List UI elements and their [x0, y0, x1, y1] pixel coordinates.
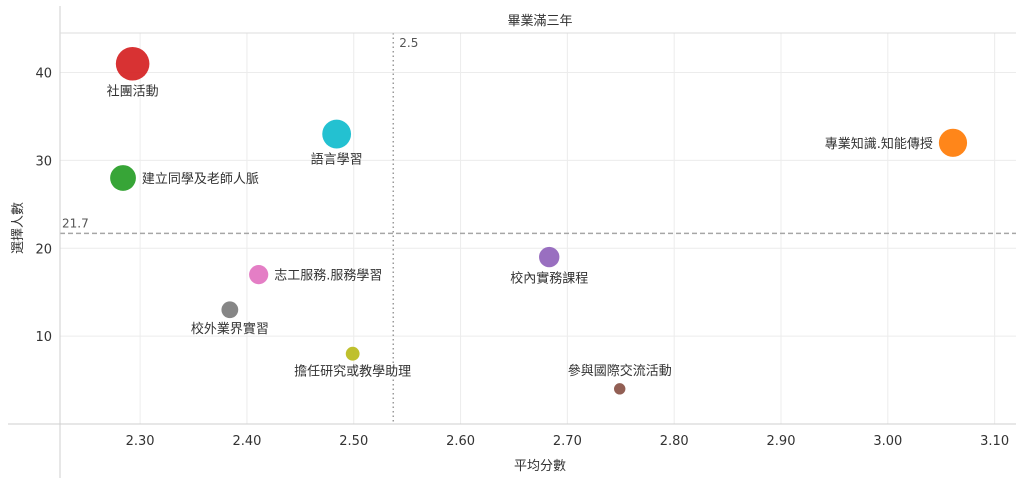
chart-title: 畢業滿三年	[507, 13, 572, 29]
point-label: 語言學習	[311, 151, 363, 167]
y-tick-label: 40	[35, 67, 52, 82]
data-point	[345, 346, 360, 361]
y-tick-label: 10	[35, 330, 52, 345]
x-tick-label: 2.40	[232, 434, 261, 449]
x-reference-label: 2.5	[399, 36, 418, 50]
point-label: 校外業界實習	[191, 321, 269, 337]
point-label: 建立同學及老師人脈	[142, 172, 259, 187]
x-axis-title: 平均分數	[514, 459, 566, 474]
y-axis-title: 選擇人數	[10, 202, 26, 254]
y-tick-label: 20	[35, 242, 52, 257]
point-label: 志工服務.服務學習	[274, 269, 382, 284]
point-label: 擔任研究或教學助理	[294, 364, 411, 380]
data-point	[249, 265, 269, 285]
x-tick-label: 2.50	[339, 434, 368, 449]
data-point	[938, 128, 968, 157]
data-point	[110, 165, 136, 191]
point-label: 校內實務課程	[510, 270, 588, 286]
x-tick-label: 2.90	[767, 434, 796, 449]
y-reference-label: 21.7	[62, 216, 89, 230]
data-point	[221, 301, 239, 319]
y-tick-label: 30	[35, 154, 52, 169]
x-tick-label: 2.60	[446, 434, 475, 449]
data-point	[614, 383, 626, 395]
point-label: 參與國際交流活動	[568, 363, 672, 379]
grid	[60, 33, 1016, 424]
point-label: 專業知識.知能傳授	[825, 136, 933, 152]
data-points	[110, 46, 968, 395]
x-tick-label: 2.30	[126, 434, 155, 449]
x-tick-label: 3.00	[873, 434, 902, 449]
point-label: 社團活動	[107, 84, 159, 100]
x-tick-labels: 2.30 2.40 2.50 2.60 2.70 2.80 2.90 3.00 3.10	[126, 434, 1009, 449]
data-point	[322, 119, 352, 149]
axes	[8, 6, 1016, 478]
x-tick-label: 2.80	[660, 434, 689, 449]
x-tick-label: 3.10	[980, 434, 1009, 449]
data-point	[539, 246, 560, 268]
y-tick-labels: 10 20 30 40	[35, 67, 52, 346]
x-tick-label: 2.70	[553, 434, 582, 449]
reference-lines: 2.5 21.7	[60, 33, 1016, 424]
data-point	[115, 46, 150, 81]
